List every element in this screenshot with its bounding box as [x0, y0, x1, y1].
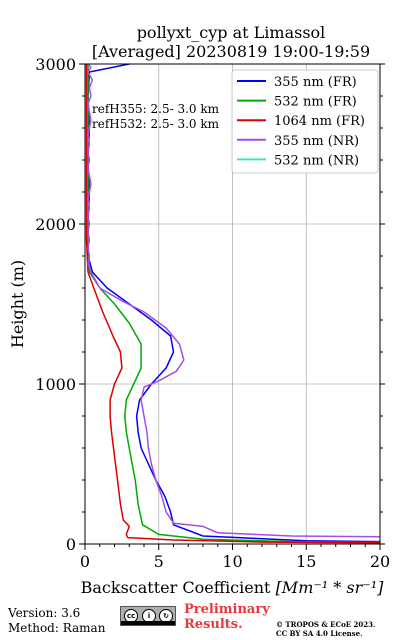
preliminary-results-note: Preliminary Results. — [184, 602, 270, 632]
x-tick-label: 15 — [296, 552, 316, 571]
x-axis-label-text: Backscatter Coefficient — [81, 578, 271, 597]
series-line-3 — [87, 63, 381, 538]
series-lines — [85, 63, 381, 544]
backscatter-chart: pollyxt_cyp at Limassol [Averaged] 20230… — [8, 23, 390, 597]
y-tick-label: 2000 — [35, 215, 76, 234]
annotation-refh355: refH355: 2.5- 3.0 km — [92, 102, 220, 116]
x-tick-label: 0 — [80, 552, 90, 571]
preliminary-line2: Results. — [184, 617, 243, 632]
legend: 355 nm (FR) 532 nm (FR) 1064 nm (FR) 355 nm… — [231, 69, 379, 174]
legend-label: 1064 nm (FR) — [274, 114, 365, 129]
y-tick-label: 1000 — [35, 375, 76, 394]
version-text: Version: 3.6 — [8, 606, 81, 620]
chart-title-line2: [Averaged] 20230819 19:00-19:59 — [92, 42, 370, 61]
axis-ticks: 0 5 10 15 20 0 1000 2000 3000 — [35, 55, 390, 571]
copyright-line1: © TROPOS & ECoE 2023. — [276, 620, 376, 629]
chart-title-line1: pollyxt_cyp at Limassol — [137, 23, 326, 42]
legend-label: 355 nm (FR) — [274, 75, 357, 90]
x-axis-label: Backscatter Coefficient [Mm⁻¹ * sr⁻¹] — [81, 578, 384, 597]
method-text: Method: Raman — [8, 621, 106, 635]
annotation-refh532: refH532: 2.5- 3.0 km — [92, 117, 220, 131]
copyright-line2: CC BY SA 4.0 License. — [276, 629, 363, 638]
x-axis-label-unit: [Mm⁻¹ * sr⁻¹] — [276, 578, 385, 597]
legend-label: 355 nm (NR) — [274, 134, 359, 149]
x-tick-label: 20 — [370, 552, 390, 571]
series-line-2 — [85, 64, 381, 544]
y-tick-label: 0 — [66, 535, 76, 554]
y-tick-label: 3000 — [35, 55, 76, 74]
y-axis-label: Height (m) — [8, 260, 27, 348]
legend-label: 532 nm (FR) — [274, 95, 357, 110]
badge-strip — [121, 621, 175, 625]
footer-info: Version: 3.6 Method: Raman — [8, 606, 105, 636]
x-tick-label: 5 — [154, 552, 164, 571]
legend-label: 532 nm (NR) — [274, 153, 359, 168]
x-tick-label: 10 — [222, 552, 242, 571]
legend-box — [231, 69, 379, 174]
cc-by-sa-badge[interactable]: cc i ↻ — [120, 606, 176, 626]
preliminary-line1: Preliminary — [184, 602, 270, 617]
copyright-note: © TROPOS & ECoE 2023. CC BY SA 4.0 Licen… — [276, 620, 375, 638]
